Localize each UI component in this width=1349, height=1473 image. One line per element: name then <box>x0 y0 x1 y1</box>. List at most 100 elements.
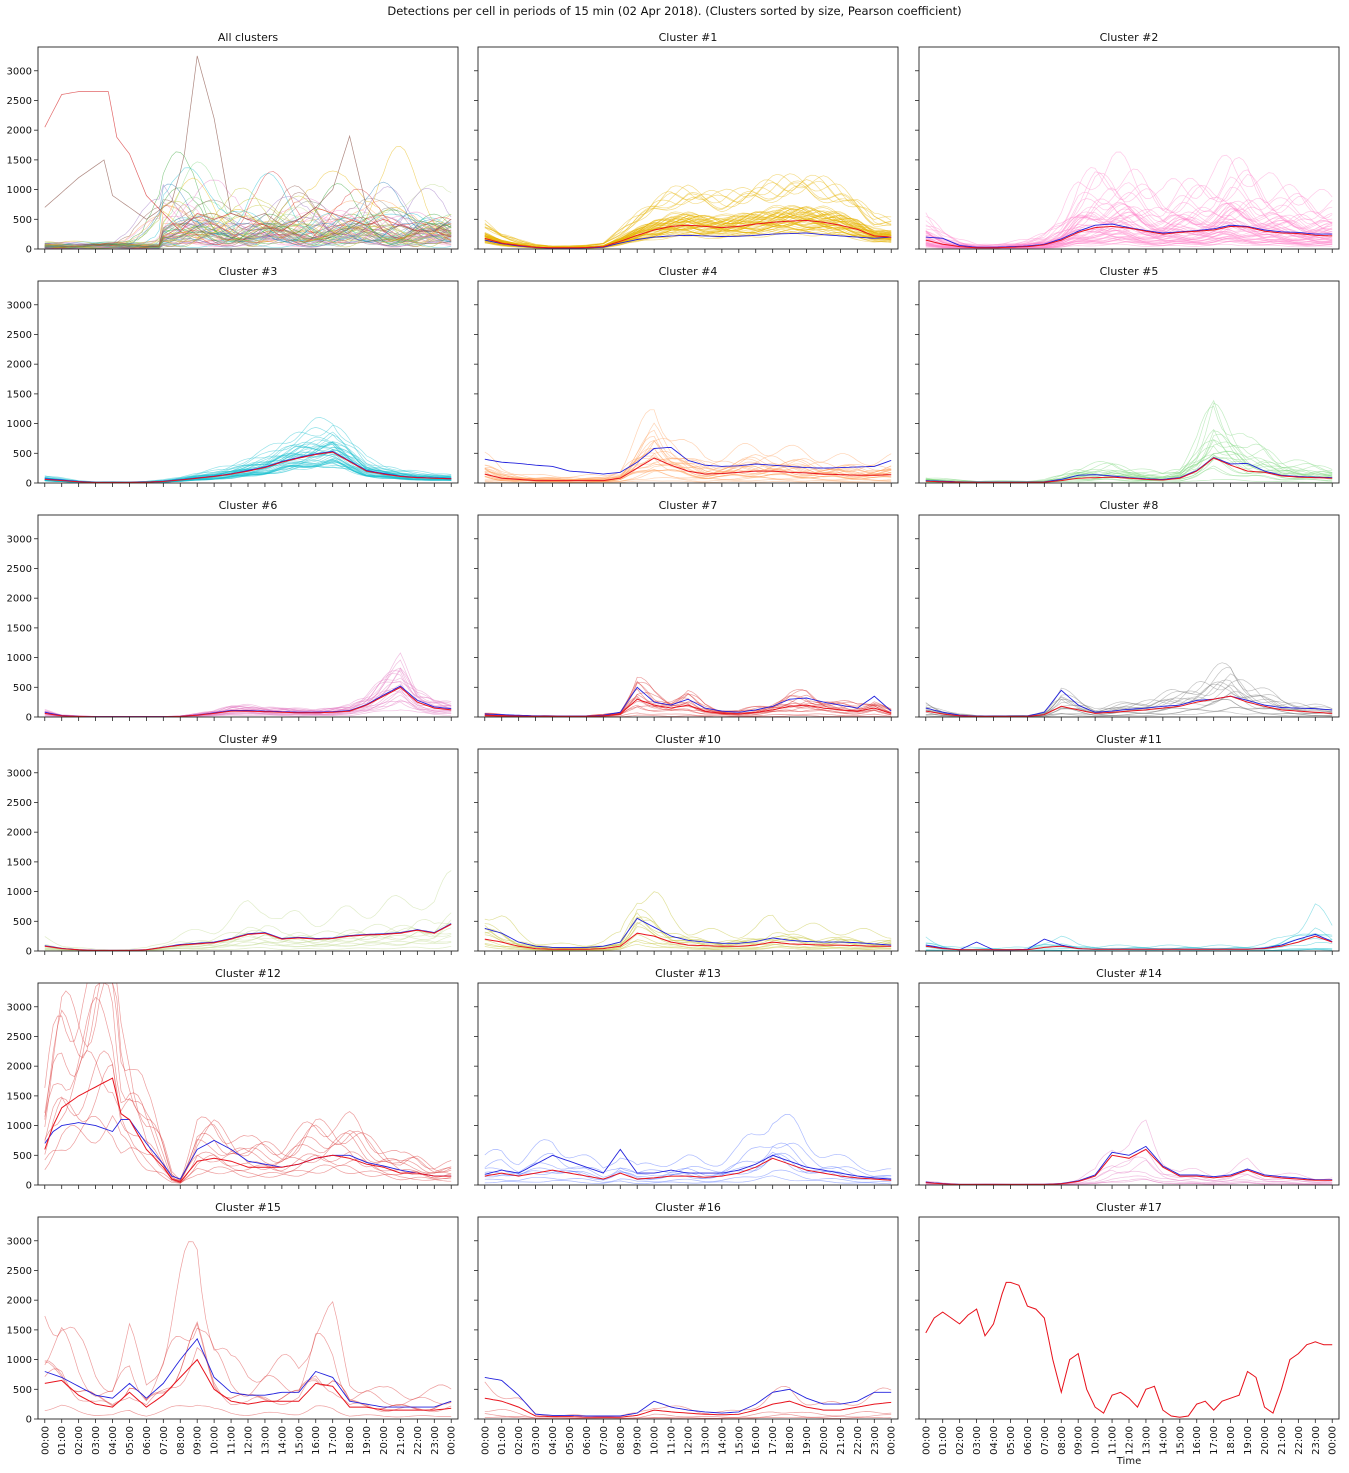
x-tick-label: 01:00 <box>57 1426 68 1455</box>
plot-frame <box>37 514 459 718</box>
x-tick-label: 22:00 <box>853 1426 864 1455</box>
series-line-member <box>484 174 892 247</box>
series-line-member <box>44 213 452 247</box>
x-tick-label: 11:00 <box>227 1426 238 1455</box>
x-tick-label: 18:00 <box>1226 1426 1237 1455</box>
series-line-member <box>925 399 1333 483</box>
series-line-member <box>484 912 892 949</box>
series-line-member <box>484 1142 892 1178</box>
subplot-4: Cluster #4 <box>474 265 899 487</box>
subplot-title: Cluster #16 <box>655 1201 721 1214</box>
y-tick-label: 2000 <box>7 828 32 839</box>
series-line-member <box>44 1063 452 1184</box>
x-tick-label: 16:00 <box>311 1426 322 1455</box>
series-group <box>44 870 452 951</box>
x-tick-label: 21:00 <box>396 1426 407 1455</box>
plot-frame <box>918 514 1340 718</box>
y-tick-label: 0 <box>26 245 32 256</box>
x-tick-label: 05:00 <box>565 1426 576 1455</box>
y-tick-label: 1500 <box>7 1091 32 1102</box>
x-tick-label: 21:00 <box>1277 1426 1288 1455</box>
series-line-member <box>484 447 892 482</box>
series-line-member <box>44 983 452 1181</box>
y-tick-label: 500 <box>13 215 32 226</box>
series-line-mean <box>925 1281 1333 1418</box>
y-tick-label: 500 <box>13 449 32 460</box>
series-line-member <box>484 185 892 248</box>
series-line-member <box>925 229 1333 249</box>
series-line-member <box>44 983 452 1181</box>
x-tick-label: 00:00 <box>921 1426 932 1455</box>
series-group <box>44 55 452 249</box>
x-tick-label: 02:00 <box>955 1426 966 1455</box>
subplot-title: Cluster #3 <box>219 265 278 278</box>
y-tick-label: 3000 <box>7 768 32 779</box>
series-line-member <box>44 209 452 248</box>
y-tick-label: 2000 <box>7 594 32 605</box>
plot-frame <box>918 280 1340 484</box>
x-tick-label: 09:00 <box>633 1426 644 1455</box>
series-line-member <box>925 439 1333 483</box>
plot-frame <box>918 748 1340 952</box>
x-tick-label: 09:00 <box>1074 1426 1085 1455</box>
x-tick-label: 11:00 <box>1108 1426 1119 1455</box>
series-line-member <box>484 469 892 483</box>
x-tick-label: 23:00 <box>430 1426 441 1455</box>
y-tick-label: 1000 <box>7 887 32 898</box>
y-tick-label: 0 <box>26 947 32 958</box>
x-tick-label: 14:00 <box>1158 1426 1169 1455</box>
plot-frame <box>37 748 459 952</box>
y-tick-label: 2500 <box>7 96 32 107</box>
series-line-member <box>484 440 892 481</box>
plot-frame <box>918 1216 1340 1420</box>
plot-frame <box>477 1216 899 1420</box>
x-tick-label: 14:00 <box>717 1426 728 1455</box>
plot-frame <box>477 280 899 484</box>
subplot-13: Cluster #13 <box>474 967 899 1189</box>
subplot-7: Cluster #7 <box>474 499 899 721</box>
x-tick-label: 15:00 <box>1175 1426 1186 1455</box>
y-tick-label: 2500 <box>7 798 32 809</box>
series-line-member <box>44 55 452 232</box>
series-line-member <box>484 1142 892 1178</box>
series-line-member <box>925 200 1333 248</box>
series-line-mean <box>44 451 452 483</box>
x-axis-label: Time <box>1116 1456 1141 1467</box>
x-tick-label: 03:00 <box>972 1426 983 1455</box>
series-line-mean <box>925 457 1333 483</box>
series-line-mean <box>925 225 1333 249</box>
series-group <box>44 652 452 717</box>
series-line-member <box>44 91 452 238</box>
series-group <box>925 1281 1333 1418</box>
x-tick-label: 18:00 <box>785 1426 796 1455</box>
series-line-member <box>484 1153 892 1181</box>
y-tick-label: 1500 <box>7 857 32 868</box>
series-line-member <box>484 205 892 248</box>
y-tick-label: 1500 <box>7 623 32 634</box>
x-tick-label: 15:00 <box>734 1426 745 1455</box>
series-group <box>44 1241 452 1418</box>
series-line-member <box>484 179 892 247</box>
series-line-member <box>925 176 1333 247</box>
subplot-title: All clusters <box>218 31 279 44</box>
y-tick-label: 3000 <box>7 534 32 545</box>
plot-frame <box>918 982 1340 1186</box>
series-line-member <box>44 1050 452 1182</box>
series-line-member <box>44 187 452 249</box>
series-line-member <box>44 171 452 248</box>
series-line-member <box>484 1408 892 1419</box>
series-line-member <box>44 983 452 1182</box>
x-tick-label: 08:00 <box>1057 1426 1068 1455</box>
series-line-mean <box>484 457 892 482</box>
x-tick-label: 19:00 <box>802 1426 813 1455</box>
y-tick-label: 0 <box>26 479 32 490</box>
subplot-title: Cluster #12 <box>215 967 281 980</box>
x-tick-label: 17:00 <box>1209 1426 1220 1455</box>
series-line-mean <box>925 935 1333 951</box>
x-tick-label: 06:00 <box>582 1426 593 1455</box>
series-line-member <box>44 1404 452 1418</box>
y-tick-label: 1000 <box>7 419 32 430</box>
x-tick-label: 00:00 <box>887 1426 898 1455</box>
y-tick-label: 500 <box>13 1151 32 1162</box>
subplot-title: Cluster #2 <box>1100 31 1159 44</box>
